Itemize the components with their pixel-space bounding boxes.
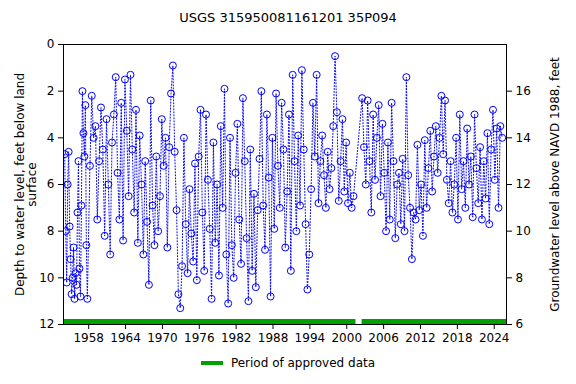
html-text:Period of approved data: Period of approved data [230,356,376,370]
svg-text:1976: 1976 [184,331,215,345]
svg-text:0: 0 [47,37,55,51]
svg-text:14: 14 [516,131,531,145]
svg-text:1970: 1970 [147,331,178,345]
svg-text:16: 16 [516,84,531,98]
svg-text:6: 6 [516,317,524,331]
svg-text:1958: 1958 [73,331,104,345]
svg-text:10: 10 [516,224,531,238]
svg-text:2006: 2006 [368,331,399,345]
svg-text:10: 10 [39,271,54,285]
svg-text:2018: 2018 [442,331,473,345]
svg-text:4: 4 [47,131,55,145]
svg-text:2024: 2024 [479,331,510,345]
html-text:USGS 315950081161201 35P094: USGS 315950081161201 35P094 [179,10,397,25]
svg-text:2: 2 [47,84,55,98]
svg-text:12: 12 [516,177,531,191]
svg-text:1982: 1982 [221,331,252,345]
svg-text:1988: 1988 [258,331,289,345]
svg-text:2012: 2012 [405,331,436,345]
svg-text:2000: 2000 [331,331,362,345]
svg-text:8: 8 [516,271,524,285]
svg-text:1964: 1964 [110,331,141,345]
svg-text:6: 6 [47,177,55,191]
svg-text:Depth to water level, feet bel: Depth to water level, feet below landsur… [13,73,39,296]
svg-text:Groundwater level above NAVD 1: Groundwater level above NAVD 1988, feet [548,57,562,312]
svg-text:12: 12 [39,317,54,331]
svg-text:8: 8 [47,224,55,238]
svg-text:1994: 1994 [295,331,326,345]
